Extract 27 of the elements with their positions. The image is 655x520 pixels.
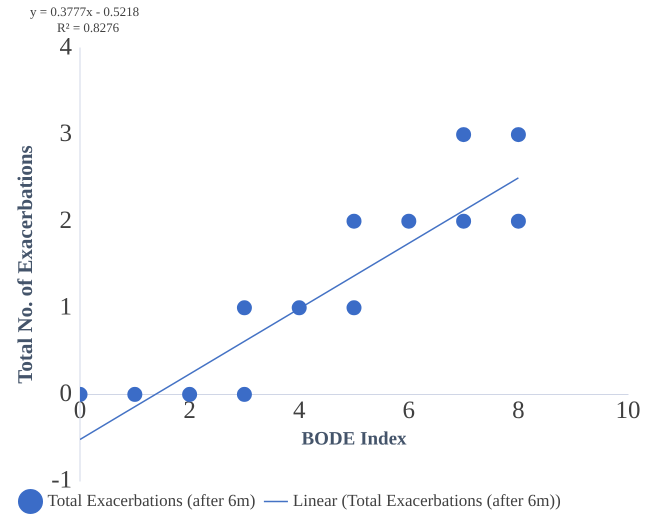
point xyxy=(456,127,472,142)
text: R² = 0.8276 xyxy=(57,20,120,35)
point xyxy=(236,386,252,402)
point xyxy=(346,300,362,316)
x-tick-label: 10 xyxy=(616,396,640,424)
y-tick-label: 0 xyxy=(60,380,72,407)
x-tick-label: 2 xyxy=(183,396,196,424)
point xyxy=(456,214,472,229)
point xyxy=(510,127,526,142)
x-tick-label: 4 xyxy=(292,396,306,424)
x-tick-label: 8 xyxy=(512,396,525,424)
x-tick-label: 6 xyxy=(402,396,416,424)
y-tick-label: 4 xyxy=(60,34,73,61)
y-tick-label: 2 xyxy=(60,206,72,234)
y-tick-label: 3 xyxy=(60,120,72,148)
x-axis-title: BODE Index xyxy=(301,428,408,450)
point xyxy=(236,300,252,316)
point xyxy=(127,386,142,402)
point xyxy=(510,214,526,229)
text: y = 0.3777x - 0.5218 xyxy=(30,4,140,19)
point xyxy=(292,300,307,316)
point xyxy=(346,214,362,229)
y-axis-title: Total No. of Exacerbations xyxy=(13,145,38,384)
legend-label: Linear (Total Exacerbations (after 6m)) xyxy=(292,490,561,510)
y-tick-label: 1 xyxy=(60,293,72,320)
point xyxy=(401,214,416,229)
point xyxy=(182,386,198,402)
